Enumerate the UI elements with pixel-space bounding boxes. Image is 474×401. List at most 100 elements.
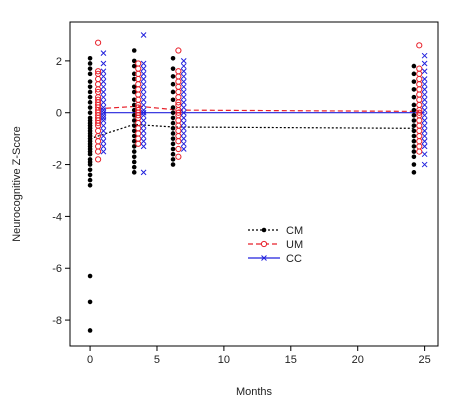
point-um [135,125,142,132]
point-cc [140,96,147,103]
point-cm [170,162,176,167]
point-um [175,122,182,129]
legend-marker-cm [261,227,267,233]
point-um [175,153,182,160]
point-um [416,81,423,88]
point-cm [170,74,176,79]
point-um [175,88,182,96]
point-cm [411,138,417,144]
point-cc [180,78,187,85]
y-tick-label: 0 [56,108,62,120]
point-cc [180,63,187,69]
point-cc [100,138,107,145]
point-um [175,78,182,85]
point-cc [140,122,147,129]
point-cm [87,105,93,110]
point-cm [170,141,176,147]
point-cm [87,182,93,188]
point-um [416,127,423,134]
point-um [95,156,102,163]
point-cc [180,83,187,90]
point-cm [411,154,417,160]
point-cc [140,76,147,82]
point-um [416,122,423,129]
point-cc [100,99,107,106]
point-cm [170,120,176,126]
point-um [95,39,102,46]
point-cc [140,102,147,108]
point-cc [421,52,428,59]
point-cm [131,123,137,128]
point-cc [140,60,147,67]
point-cm [411,113,417,118]
point-um [416,138,423,145]
point-um [416,132,423,140]
point-um [416,101,423,109]
point-cm [170,105,176,110]
point-um [416,75,423,83]
point-cc [140,112,147,119]
point-cc [421,112,428,119]
point-cm [411,79,417,84]
point-cc [100,148,107,155]
point-cc [100,143,107,150]
point-cc [100,50,107,56]
y-tick-label: 2 [56,56,62,68]
point-cc [100,133,107,139]
point-um [175,145,182,153]
point-um [175,68,182,75]
point-um [416,65,423,72]
point-cc [100,78,107,85]
point-cc [140,81,147,88]
point-cc [100,94,107,101]
point-cc [100,73,107,80]
point-cc [140,107,147,113]
point-cm [170,81,176,87]
x-axis-title: Months [236,386,273,398]
point-cc [180,104,187,111]
mean-line-um [98,105,420,112]
point-cc [140,65,147,72]
point-um [95,148,102,155]
point-cm [411,128,417,134]
x-tick-label: 20 [352,354,364,366]
point-cc [421,76,428,82]
point-um [175,83,182,90]
legend-label-um: UM [286,239,303,251]
point-um [416,109,423,116]
point-cm [87,110,93,116]
point-cm [87,162,93,167]
point-cc [100,83,107,90]
point-cm [87,328,93,333]
point-cc [100,109,107,116]
point-cc [180,146,187,152]
point-cm [411,63,417,69]
point-um [175,117,182,124]
point-cc [180,68,187,75]
point-um [95,75,102,83]
point-cc [421,133,428,139]
point-um [135,130,142,137]
point-um [135,140,142,147]
point-cm [411,94,417,100]
point-um [135,60,142,67]
point-cm [131,170,137,175]
point-cc [140,109,147,116]
point-cc [100,115,107,121]
point-um [416,86,423,93]
point-cm [131,138,137,144]
point-cc [180,115,187,121]
point-um [175,127,182,134]
point-um [416,143,423,150]
point-um [135,86,142,93]
point-cc [180,99,187,106]
point-cm [87,94,93,100]
point-cc [421,122,428,129]
point-um [135,91,142,98]
point-cm [87,71,93,77]
point-cm [131,133,137,139]
point-um [416,91,423,98]
point-um [95,68,102,75]
point-cc [421,96,428,103]
point-cc [100,89,107,95]
